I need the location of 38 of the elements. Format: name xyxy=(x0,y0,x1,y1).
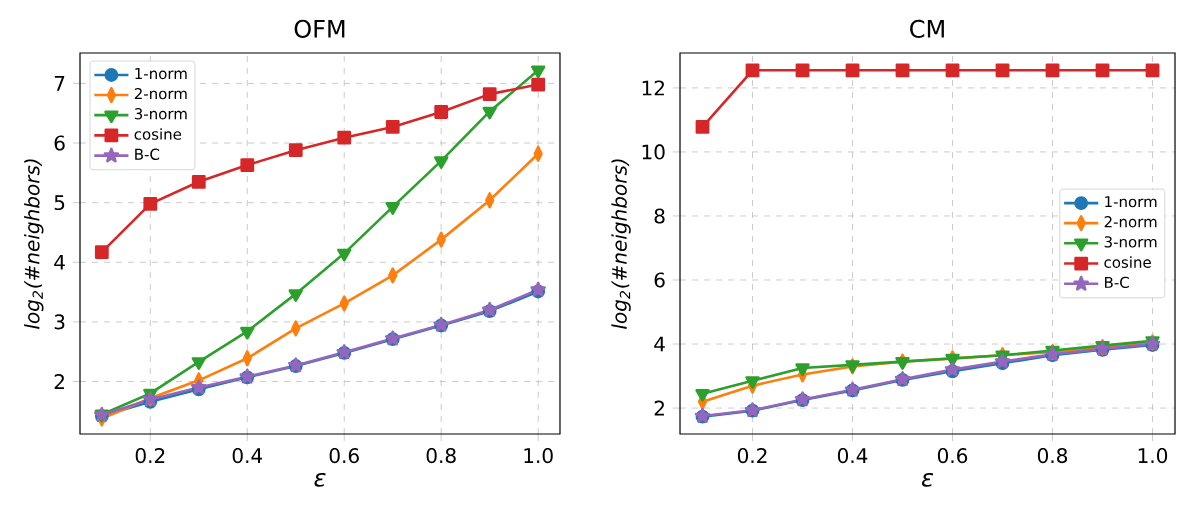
legend-label: 2-norm xyxy=(134,87,187,100)
y-tick-label: 5 xyxy=(54,195,65,211)
x-tick-label: 0.2 xyxy=(737,448,767,464)
legend-label: 2-norm xyxy=(1104,216,1157,228)
y-tick-label: 4 xyxy=(654,336,665,352)
legend-label: 3-norm xyxy=(134,108,187,120)
legend-label: 1-norm xyxy=(135,68,187,80)
y-tick-label: 12 xyxy=(642,80,664,96)
y-axis-title: log$_{2}$(#neighbors) xyxy=(24,159,44,329)
x-tick-label: 0.6 xyxy=(329,448,359,464)
x-tick-label: 0.8 xyxy=(426,448,456,464)
legend-label: cosine xyxy=(1104,256,1151,268)
legend-label: cosine xyxy=(134,128,182,140)
x-axis-title: ε xyxy=(314,472,326,487)
x-tick-label: 0.4 xyxy=(232,448,263,464)
x-tick-label: 0.6 xyxy=(937,448,968,464)
legend-label: B-C xyxy=(1105,276,1129,289)
y-tick-label: 6 xyxy=(54,135,65,151)
y-axis-title: log$_{2}$(#neighbors) xyxy=(611,159,631,329)
y-tick-label: 10 xyxy=(642,144,665,160)
y-tick-label: 2 xyxy=(54,374,64,389)
x-axis-title: ε xyxy=(921,472,934,487)
x-tick-label: 1.0 xyxy=(1138,448,1168,464)
x-tick-label: 0.8 xyxy=(1037,448,1068,464)
legend-label: B-C xyxy=(135,148,160,160)
x-tick-label: 0.4 xyxy=(837,448,868,464)
chart-title: CM xyxy=(910,19,944,38)
y-tick-label: 8 xyxy=(654,208,665,224)
y-tick-label: 7 xyxy=(54,76,65,91)
x-tick-label: 0.2 xyxy=(135,448,165,464)
y-tick-label: 2 xyxy=(654,400,664,416)
y-tick-label: 6 xyxy=(654,272,665,288)
x-tick-label: 1.0 xyxy=(524,448,553,464)
legend-label: 1-norm xyxy=(1105,196,1157,208)
chart-title: OFM xyxy=(294,19,345,38)
legend-label: 3-norm xyxy=(1104,236,1157,248)
y-tick-label: 4 xyxy=(54,254,65,270)
y-tick-label: 3 xyxy=(54,314,65,330)
